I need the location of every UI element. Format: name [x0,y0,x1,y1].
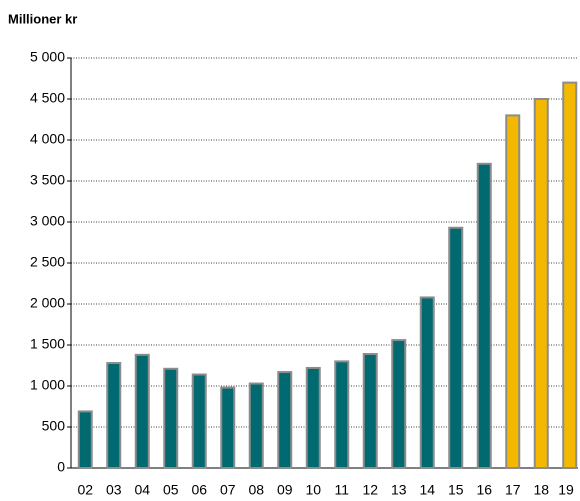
bar [134,353,150,469]
y-tick-label: 2 500 [30,254,65,270]
bar [505,114,521,470]
bar [476,162,492,469]
x-tick-label: 15 [448,482,464,498]
y-tick-label: 500 [42,418,66,434]
x-tick-label: 14 [419,482,435,498]
bar [334,360,350,469]
x-tick-label: 02 [77,482,93,498]
y-tick-label: 2 000 [30,295,65,311]
y-tick-label: 4 500 [30,90,65,106]
x-tick-label: 03 [106,482,122,498]
x-tick-label: 13 [391,482,407,498]
bar [106,362,122,470]
y-tick-label: 1 000 [30,377,65,393]
bar [391,339,407,469]
bar [362,353,378,469]
bar [248,382,264,470]
x-tick-label: 09 [277,482,293,498]
bar [77,410,93,470]
y-tick-label: 3 000 [30,213,65,229]
bar [448,226,464,469]
x-tick-label: 16 [476,482,492,498]
bar [305,366,321,469]
x-tick-label: 19 [558,482,574,498]
bar [419,296,435,469]
y-tick-label: 5 000 [30,49,65,65]
y-tick-label: 3 500 [30,172,65,188]
x-tick-label: 06 [191,482,207,498]
x-tick-label: 17 [505,482,521,498]
x-tick-label: 08 [248,482,264,498]
x-tick-label: 07 [220,482,236,498]
y-tick-label: 0 [57,459,65,475]
x-tick-label: 10 [305,482,321,498]
x-tick-label: 04 [134,482,150,498]
bar [533,98,549,469]
chart-title: Millioner kr [8,11,77,26]
y-tick-label: 4 000 [30,131,65,147]
x-tick-label: 11 [334,482,349,498]
bar [191,373,207,469]
bar [163,367,179,469]
bar [277,371,293,469]
x-tick-label: 12 [362,482,378,498]
bar [562,81,578,469]
x-tick-label: 18 [533,482,549,498]
y-tick-label: 1 500 [30,336,65,352]
x-tick-label: 05 [163,482,179,498]
bar [220,386,236,470]
